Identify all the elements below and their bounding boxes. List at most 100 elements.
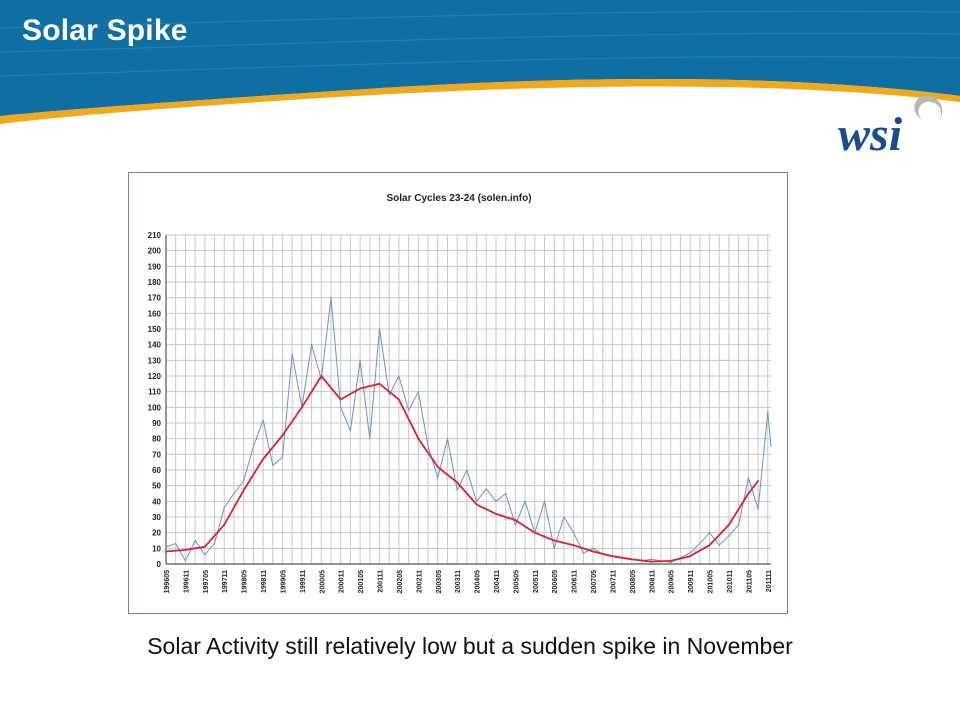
x-tick-label: 200611: [572, 570, 579, 593]
x-tick-label: 200505: [513, 570, 520, 593]
smoothed-point: [757, 480, 759, 482]
monthly-point: [475, 500, 478, 502]
monthly-point: [767, 411, 769, 413]
monthly-point: [349, 430, 352, 432]
y-tick-label: 0: [157, 560, 162, 569]
x-tick-labels: 199605 199611 199705 199711 199805 199811 1999…: [164, 570, 773, 593]
x-tick-label: 199805: [242, 570, 249, 593]
monthly-point: [650, 558, 652, 560]
monthly-point: [592, 547, 594, 549]
x-tick-label: 199711: [222, 570, 229, 593]
x-tick-label: 200711: [610, 570, 617, 593]
monthly-point: [466, 469, 468, 471]
y-tick-label: 120: [148, 372, 162, 381]
smoothed-point: [456, 481, 459, 484]
monthly-point: [388, 394, 390, 396]
y-tick-label: 130: [148, 356, 162, 365]
smoothed-point: [339, 398, 342, 401]
x-tick-label: 200105: [358, 570, 365, 593]
y-tick-label: 180: [148, 278, 162, 287]
slide-caption: Solar Activity still relatively low but …: [147, 633, 793, 659]
y-tick-label: 40: [152, 497, 161, 506]
x-tick-label: 200111: [378, 570, 385, 593]
y-tick-label: 150: [148, 325, 162, 334]
smoothed-point: [300, 406, 303, 409]
monthly-point: [252, 445, 254, 448]
smoothed-point: [533, 531, 536, 534]
smoothed-point: [398, 398, 400, 401]
smoothed-point: [495, 512, 497, 515]
monthly-point: [223, 507, 225, 509]
x-tick-label: 200411: [494, 570, 501, 593]
monthly-point: [770, 445, 772, 448]
y-tick-label: 170: [148, 294, 162, 303]
smoothed-point: [747, 492, 750, 495]
monthly-point: [485, 488, 487, 490]
smoothed-point: [475, 503, 478, 506]
smoothed-point: [320, 375, 323, 377]
monthly-point: [718, 544, 720, 546]
monthly-point: [262, 419, 264, 421]
x-tick-label: 200811: [649, 570, 656, 593]
y-tick-label: 160: [148, 309, 162, 318]
grid: [165, 234, 771, 565]
monthly-point: [738, 524, 740, 526]
chart-title: Solar Cycles 23-24 (solen.info): [386, 193, 531, 204]
smoothed-point: [417, 437, 420, 440]
monthly-point: [359, 359, 361, 361]
smoothed-point: [553, 539, 556, 542]
x-tick-label: 200205: [397, 570, 404, 593]
monthly-point: [417, 391, 419, 393]
y-tick-label: 210: [148, 231, 162, 240]
series-lines: [165, 297, 772, 564]
y-tick-label: 20: [152, 529, 161, 538]
y-tick-label: 190: [148, 262, 162, 271]
smoothed-point: [592, 550, 594, 553]
monthly-point: [456, 489, 458, 491]
x-tick-label: 201105: [746, 570, 753, 593]
smoothed-point: [630, 558, 633, 561]
x-tick-label: 201111: [766, 570, 773, 592]
monthly-point: [408, 409, 410, 412]
smoothed-point: [708, 544, 711, 547]
monthly-point: [320, 378, 322, 380]
x-tick-label: 200305: [436, 570, 443, 593]
monthly-point: [505, 492, 507, 495]
x-tick-label: 200405: [475, 570, 482, 593]
monthly-point: [291, 353, 293, 355]
monthly-point: [495, 500, 497, 502]
x-tick-label: 201011: [727, 570, 734, 593]
y-tick-label: 110: [148, 388, 161, 397]
monthly-point: [427, 445, 429, 448]
monthly-point: [747, 477, 749, 479]
smoothed-point: [378, 382, 381, 385]
y-tick-label: 10: [152, 544, 161, 553]
wsi-logo: wsi: [838, 92, 950, 162]
y-tick-label: 90: [152, 419, 161, 428]
monthly-point: [699, 543, 701, 545]
monthly-point: [563, 516, 565, 518]
monthly-point: [310, 344, 313, 346]
x-tick-label: 200911: [688, 570, 695, 593]
axes: [165, 235, 771, 565]
y-tick-label: 50: [152, 482, 161, 491]
smoothed-point: [572, 544, 575, 547]
x-tick-label: 200005: [319, 570, 326, 593]
monthly-point: [689, 552, 691, 554]
x-tick-label: 200605: [552, 570, 559, 593]
smoothed-point: [184, 549, 187, 551]
monthly-point: [757, 508, 759, 510]
x-tick-label: 200705: [591, 570, 598, 593]
monthly-point: [369, 438, 371, 440]
chart-container: Solar Cycles 23-24 (solen.info) 0 10 20 30 4…: [128, 172, 788, 614]
x-tick-label: 200511: [533, 570, 540, 593]
y-tick-label: 100: [148, 403, 162, 412]
x-tick-label: 200905: [669, 570, 676, 593]
monthly-point: [213, 543, 216, 545]
y-tick-label: 70: [152, 450, 161, 459]
x-tick-label: 199705: [203, 570, 210, 593]
y-tick-label: 140: [148, 341, 162, 350]
y-tick-label: 60: [152, 466, 161, 475]
x-tick-label: 199811: [261, 570, 268, 593]
smoothed-point: [359, 387, 362, 390]
